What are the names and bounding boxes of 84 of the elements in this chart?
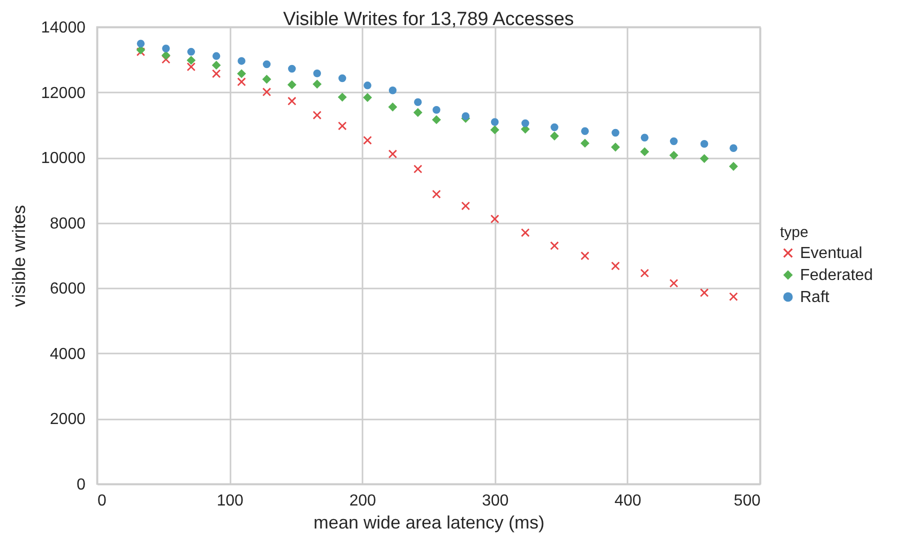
x-tick-label: 500 [734, 492, 761, 510]
y-tick-label: 10000 [41, 150, 86, 168]
point [670, 137, 678, 146]
point [262, 74, 272, 84]
y-tick-label: 2000 [50, 411, 86, 428]
y-tick-label: 4000 [50, 346, 86, 363]
point [490, 214, 499, 224]
point [187, 48, 196, 56]
point [461, 202, 470, 210]
point [580, 138, 590, 148]
point [611, 262, 620, 270]
point [388, 102, 398, 112]
x-axis-title: mean wide area latency (ms) [313, 512, 545, 532]
legend-title: type [780, 224, 808, 241]
point [262, 60, 271, 68]
point [432, 115, 441, 124]
point [700, 288, 708, 297]
point [521, 228, 530, 237]
point [550, 123, 558, 132]
point [581, 127, 589, 135]
x-tick-label: 300 [482, 492, 509, 510]
point [640, 134, 649, 142]
x-tick-label: 400 [614, 492, 642, 510]
point [186, 56, 196, 65]
point [212, 69, 221, 78]
point [640, 268, 649, 278]
point [212, 60, 221, 70]
legend-label: Eventual [800, 245, 862, 262]
y-tick-label: 6000 [50, 280, 86, 298]
point [237, 78, 246, 86]
point [432, 190, 441, 198]
legend-label: Federated [800, 267, 873, 284]
point [550, 132, 559, 140]
point [700, 154, 709, 164]
point [670, 279, 678, 288]
point [136, 40, 145, 48]
legend-label: Raft [800, 289, 830, 306]
point [414, 98, 422, 106]
point [432, 106, 440, 114]
point [490, 118, 499, 126]
x-tick-label: 200 [349, 492, 376, 510]
point [462, 112, 470, 120]
y-axis-title: visible writes [9, 204, 30, 308]
point [490, 125, 500, 134]
point [287, 80, 296, 90]
point [521, 119, 530, 128]
point [212, 52, 220, 60]
point [363, 136, 372, 144]
point [237, 69, 246, 78]
y-tick-label: 8000 [50, 215, 86, 232]
point [363, 93, 372, 102]
point [413, 108, 422, 117]
y-tick-label: 12000 [41, 84, 86, 102]
point [186, 62, 196, 72]
x-tick-label: 0 [98, 492, 106, 510]
point [312, 110, 322, 120]
point [288, 64, 296, 73]
point [312, 80, 322, 89]
point [364, 82, 372, 90]
point [313, 69, 321, 78]
point [262, 88, 271, 96]
point [162, 44, 170, 52]
point [580, 252, 590, 260]
point [288, 96, 296, 106]
chart-title: Visible Writes for 13,789 Accesses [283, 9, 574, 30]
point [610, 142, 620, 152]
point [338, 92, 347, 102]
point [414, 164, 422, 174]
point [640, 147, 650, 156]
point [388, 150, 397, 158]
point [388, 86, 397, 94]
point [729, 292, 738, 301]
point [700, 140, 708, 148]
point [338, 74, 346, 82]
point [730, 144, 738, 152]
point [612, 128, 620, 137]
y-tick-label: 0 [76, 476, 86, 494]
point [238, 57, 246, 65]
point [729, 162, 738, 171]
point [669, 150, 678, 160]
y-tick-label: 14000 [41, 20, 86, 36]
x-tick-label: 100 [216, 492, 244, 510]
point [338, 122, 346, 130]
point [550, 242, 559, 250]
